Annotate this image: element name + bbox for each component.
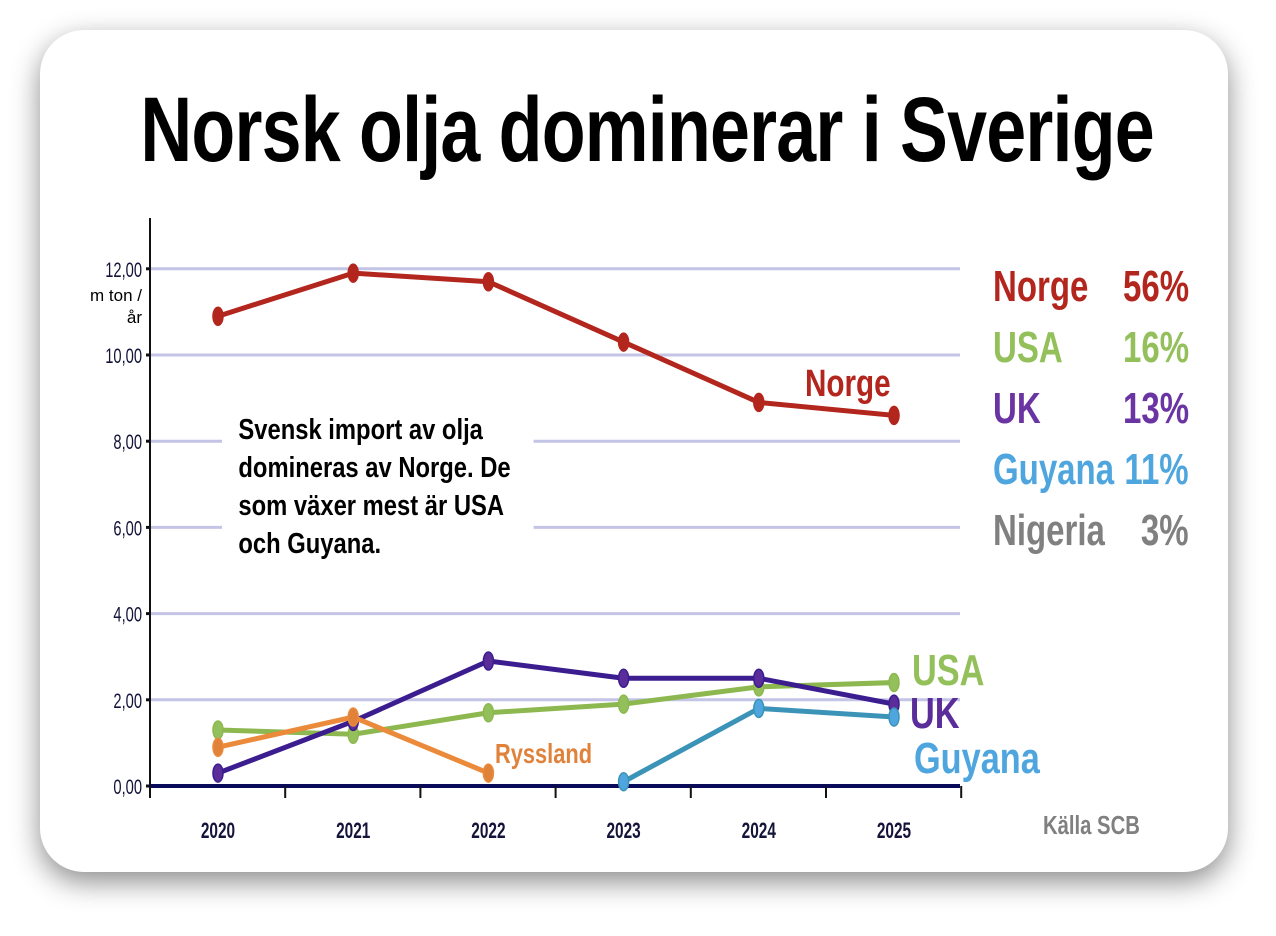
series-label: Ryssland — [495, 738, 592, 769]
data-point — [753, 392, 765, 413]
y-tick-label: 2,00 — [113, 689, 142, 712]
y-tick-label: 12,00 — [105, 258, 142, 281]
legend-name: Nigeria — [993, 506, 1105, 555]
series-line — [217, 270, 895, 418]
x-tick-label: 2025 — [877, 819, 912, 843]
x-tick-label: 2024 — [742, 819, 777, 843]
legend-pct: 13% — [1122, 384, 1189, 433]
y-tick-label: 4,00 — [113, 603, 142, 626]
y-axis-label: m ton /år — [90, 286, 142, 327]
data-point — [753, 698, 765, 719]
legend-item-guyana: Guyana 11% — [993, 445, 1189, 506]
series-line — [217, 658, 895, 776]
series-guyana: Guyana — [617, 698, 1041, 792]
x-tick-label: 2022 — [471, 819, 505, 843]
data-point — [753, 668, 765, 688]
data-point — [212, 306, 224, 326]
legend-item-norge: Norge 56% — [993, 262, 1189, 323]
data-point — [617, 694, 630, 714]
x-tick-label: 2021 — [336, 819, 371, 843]
legend-item-nigeria: Nigeria 3% — [993, 506, 1189, 567]
data-point — [482, 651, 495, 671]
x-tick-label: 2020 — [201, 819, 235, 843]
legend-pct: 56% — [1122, 262, 1189, 311]
y-tick-label: 6,00 — [113, 517, 142, 540]
chart-title: Norsk olja dominerar i Sverige — [140, 79, 1154, 181]
legend-item-usa: USA 16% — [993, 323, 1189, 384]
legend-item-uk: UK 13% — [993, 384, 1189, 445]
y-tick-label: 0,00 — [113, 775, 142, 798]
legend-pct: 11% — [1124, 445, 1189, 494]
series-usa: USA — [212, 646, 984, 745]
series-label: Norge — [805, 363, 891, 405]
data-point — [888, 707, 900, 727]
data-point — [888, 672, 900, 693]
series-uk: UK — [212, 651, 960, 783]
legend-pct: 16% — [1122, 323, 1189, 372]
legend-name: Norge — [993, 262, 1089, 311]
annotation-note: Svensk import av olja domineras av Norge… — [222, 405, 534, 573]
share-legend: Norge 56% USA 16% UK 13% Guyana 11% Nigeria 3% — [993, 262, 1189, 567]
data-point — [617, 771, 630, 792]
data-point — [482, 763, 495, 783]
y-tick-label: 10,00 — [105, 344, 142, 367]
legend-name: UK — [993, 384, 1041, 433]
series-norge: Norge — [212, 263, 900, 426]
data-point — [617, 332, 630, 352]
series-ryssland: Ryssland — [212, 707, 592, 783]
data-point — [212, 720, 224, 740]
data-point — [617, 668, 630, 688]
source-label: Källa SCB — [1043, 811, 1140, 840]
legend-name: Guyana — [993, 445, 1115, 494]
series-line — [622, 705, 895, 784]
legend-name: USA — [993, 323, 1063, 372]
series-label: UK — [910, 689, 960, 738]
data-point — [212, 763, 224, 783]
data-point — [888, 405, 900, 426]
data-point — [347, 707, 359, 727]
legend-pct: 3% — [1141, 506, 1189, 555]
series-label: USA — [912, 646, 984, 695]
series-label: Guyana — [914, 734, 1041, 783]
series-line — [217, 680, 895, 737]
data-point — [482, 271, 495, 292]
x-tick-label: 2023 — [606, 819, 640, 843]
data-point — [347, 263, 359, 283]
data-point — [482, 702, 495, 723]
data-point — [212, 737, 224, 757]
y-tick-label: 8,00 — [113, 431, 142, 454]
